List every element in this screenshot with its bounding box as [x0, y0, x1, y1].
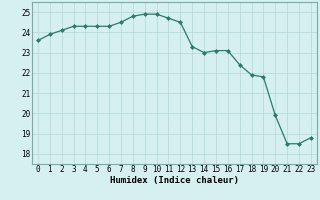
X-axis label: Humidex (Indice chaleur): Humidex (Indice chaleur) [110, 176, 239, 185]
